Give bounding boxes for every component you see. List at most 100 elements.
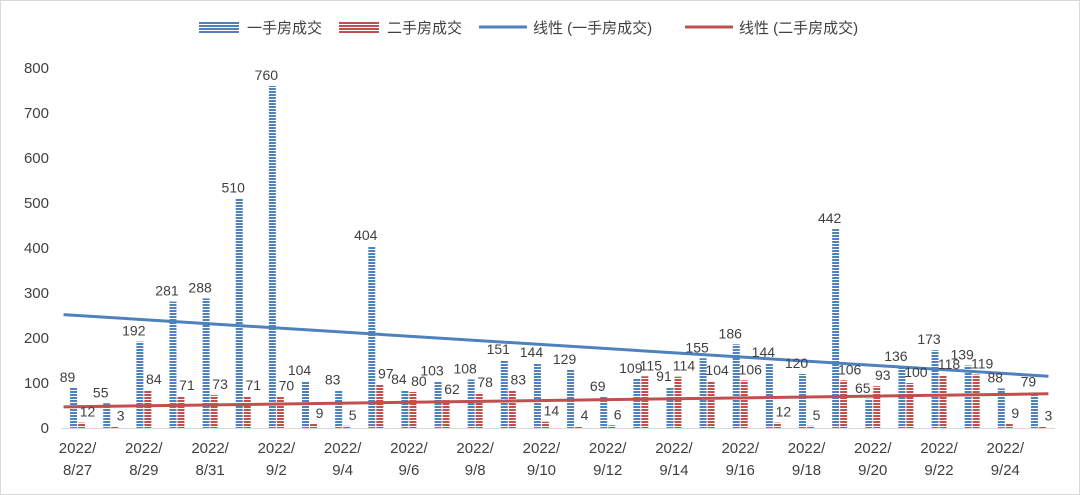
- x-tick-label: 2022/: [854, 440, 892, 457]
- bar-new-home: [368, 246, 376, 428]
- bar-second-hand: [276, 396, 284, 428]
- data-label-new-home: 281: [155, 283, 179, 299]
- data-label-new-home: 69: [590, 378, 606, 394]
- data-label-new-home: 79: [1021, 373, 1037, 389]
- bar-new-home: [434, 381, 442, 428]
- bar-second-hand: [442, 400, 450, 428]
- data-label-second-hand: 73: [212, 376, 228, 392]
- bar-new-home: [765, 363, 773, 428]
- data-label-second-hand: 71: [179, 377, 195, 393]
- data-label-second-hand: 97: [378, 365, 394, 381]
- data-label-new-home: 84: [391, 371, 407, 387]
- bar-second-hand: [541, 421, 549, 428]
- bar-second-hand: [674, 376, 682, 428]
- data-label-second-hand: 78: [477, 374, 493, 390]
- data-label-second-hand: 84: [146, 371, 162, 387]
- data-label-second-hand: 5: [813, 407, 821, 423]
- x-tick-label: 9/2: [266, 462, 287, 479]
- legend-label-3: 线性 (一手房成交): [533, 19, 652, 37]
- x-tick-label: 2022/: [191, 440, 229, 457]
- data-label-second-hand: 14: [544, 403, 560, 419]
- x-tick-label: 2022/: [390, 440, 428, 457]
- data-label-second-hand: 106: [739, 361, 763, 377]
- x-tick-label: 2022/: [589, 440, 627, 457]
- x-tick-label: 2022/: [920, 440, 958, 457]
- data-label-second-hand: 80: [411, 373, 427, 389]
- data-label-new-home: 510: [222, 180, 246, 196]
- bar-second-hand: [111, 426, 119, 428]
- bar-second-hand: [475, 392, 483, 428]
- x-tick-label: 9/6: [398, 462, 419, 479]
- data-label-new-home: 144: [520, 344, 544, 360]
- data-label-second-hand: 114: [673, 358, 696, 374]
- data-label-second-hand: 93: [875, 367, 891, 383]
- bar-second-hand: [177, 396, 185, 428]
- bar-new-home: [401, 390, 409, 428]
- data-label-new-home: 104: [288, 362, 312, 378]
- trendlines: [63, 313, 1049, 409]
- bar-second-hand: [1038, 426, 1046, 428]
- x-tick-label: 9/10: [527, 462, 556, 479]
- bar-second-hand: [343, 425, 351, 428]
- bar-new-home: [268, 86, 276, 428]
- data-label-second-hand: 4: [581, 407, 589, 423]
- x-tick-label: 8/27: [63, 462, 92, 479]
- data-label-second-hand: 119: [971, 355, 994, 371]
- bar-new-home: [136, 341, 144, 428]
- x-tick-label: 2022/: [655, 440, 693, 457]
- x-tick-label: 8/31: [195, 462, 224, 479]
- bar-second-hand: [575, 426, 583, 428]
- bar-new-home: [799, 374, 806, 428]
- data-label-new-home: 144: [752, 344, 776, 360]
- y-tick-label: 700: [24, 105, 49, 122]
- bar-new-home: [699, 358, 707, 428]
- x-tick-label: 2022/: [125, 440, 163, 457]
- bar-second-hand: [608, 425, 616, 428]
- bar-second-hand: [807, 425, 814, 428]
- data-label-new-home: 404: [354, 227, 378, 243]
- y-tick-label: 100: [24, 375, 49, 392]
- x-tick-label: 8/29: [129, 462, 158, 479]
- data-label-second-hand: 3: [117, 408, 125, 424]
- data-label-second-hand: 3: [1045, 408, 1053, 424]
- bar-new-home: [964, 365, 972, 428]
- bar-new-home: [235, 198, 243, 428]
- x-tick-label: 9/12: [593, 462, 622, 479]
- bar-second-hand: [78, 422, 86, 428]
- bar-new-home: [533, 363, 541, 428]
- data-label-second-hand: 12: [776, 404, 792, 420]
- bar-second-hand: [641, 376, 649, 428]
- data-label-new-home: 103: [420, 363, 444, 379]
- bar-second-hand: [972, 374, 980, 428]
- bar-second-hand: [409, 392, 417, 428]
- data-label-new-home: 88: [988, 369, 1004, 385]
- bar-second-hand: [210, 395, 218, 428]
- data-label-new-home: 129: [553, 351, 577, 367]
- bar-second-hand: [508, 390, 516, 428]
- x-tick-label: 2022/: [523, 440, 561, 457]
- y-tick-label: 500: [24, 195, 49, 212]
- data-label-second-hand: 5: [349, 407, 357, 423]
- data-label-new-home: 108: [453, 360, 477, 376]
- data-label-new-home: 109: [619, 360, 643, 376]
- bar-second-hand: [840, 380, 848, 428]
- bar-new-home: [1030, 392, 1038, 428]
- data-label-new-home: 139: [950, 346, 974, 362]
- data-label-new-home: 89: [60, 369, 76, 385]
- y-tick-label: 200: [24, 330, 49, 347]
- data-label-second-hand: 71: [245, 377, 261, 393]
- bar-second-hand: [906, 383, 914, 428]
- bar-new-home: [633, 378, 641, 428]
- data-label-new-home: 760: [255, 67, 279, 83]
- data-label-new-home: 442: [818, 210, 842, 226]
- data-label-second-hand: 9: [316, 405, 324, 421]
- data-label-new-home: 120: [785, 355, 809, 371]
- data-label-second-hand: 118: [938, 356, 961, 372]
- data-label-second-hand: 100: [904, 364, 928, 380]
- x-tick-label: 2022/: [324, 440, 362, 457]
- x-tick-label: 2022/: [258, 440, 296, 457]
- bar-new-home: [898, 366, 906, 428]
- data-label-new-home: 288: [188, 279, 212, 295]
- bar-new-home: [103, 403, 111, 428]
